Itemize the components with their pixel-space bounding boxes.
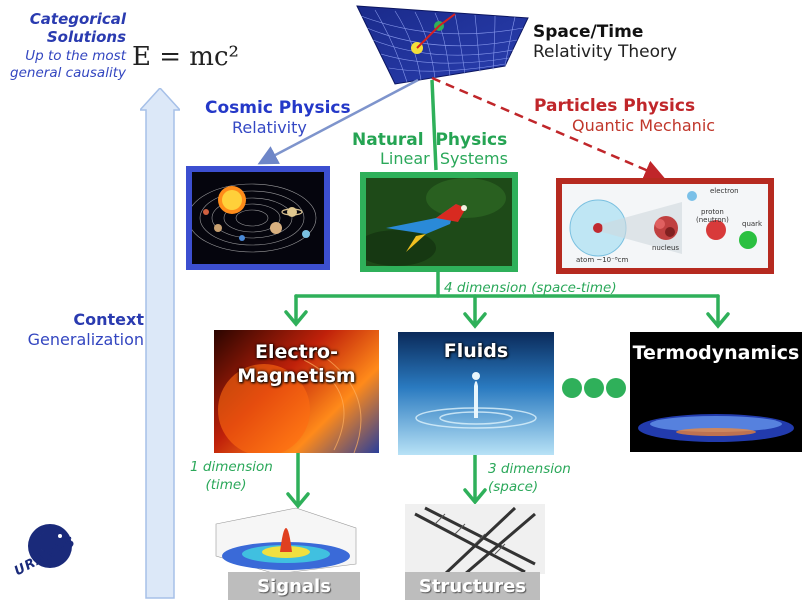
signals-label: Signals	[228, 572, 360, 600]
categorical-solutions-subtitle: Up to the most general causality	[10, 48, 126, 81]
cosmic-physics-title: Cosmic Physics	[205, 98, 351, 118]
atom-label: atom ~10⁻⁸cm	[576, 256, 629, 264]
proton-label: proton (neutron)	[696, 208, 729, 224]
space-time-subtitle: Relativity Theory	[533, 42, 678, 62]
signals-surface-plot	[215, 507, 357, 575]
solar-system-image	[186, 166, 330, 270]
four-dimension-label: 4 dimension (space-time)	[444, 280, 617, 296]
ellipsis-dots	[560, 376, 626, 404]
nucleus-label: nucleus	[652, 244, 680, 252]
context-title: Context	[73, 310, 144, 329]
arrow-cosmic	[257, 78, 419, 165]
one-dimension-label: 1 dimension (time)	[190, 459, 273, 493]
electromagnetism-label: Electro- Magnetism	[237, 341, 356, 387]
three-dimension-label: 3 dimension (space)	[488, 461, 571, 495]
quark-label: quark	[742, 220, 763, 228]
spacetime-grid-image	[356, 5, 529, 85]
structures-image	[405, 504, 545, 574]
termodynamics-label: Termodynamics	[632, 342, 800, 364]
context-arrow	[140, 88, 180, 599]
arrow-natural	[430, 79, 438, 171]
electron-label: electron	[710, 187, 739, 195]
structures-label: Structures	[405, 572, 540, 600]
formula: E = mc²	[132, 42, 239, 72]
electromagnetism-image: Electro- Magnetism	[214, 330, 379, 453]
particles-physics-title: Particles Physics	[534, 96, 696, 116]
particles-physics-subtitle: Quantic Mechanic	[572, 116, 716, 135]
cosmic-physics-subtitle: Relativity	[232, 118, 307, 137]
natural-physics-subtitle: Linear Systems	[380, 149, 508, 168]
parrot-image	[360, 172, 518, 272]
fluids-image: Fluids	[398, 332, 554, 455]
atom-structure-image: electron proton (neutron) quark nucleus …	[556, 178, 774, 274]
context-subtitle: Generalization	[27, 330, 144, 349]
flame-image: Termodynamics	[630, 332, 802, 452]
natural-physics-title: Natural Physics	[352, 130, 508, 150]
space-time-title: Space/Time	[533, 22, 644, 42]
fluids-label: Fluids	[443, 340, 509, 362]
categorical-solutions-title: Categorical Solutions	[29, 10, 126, 46]
arrow-particles	[431, 76, 665, 180]
uranus-logo	[28, 524, 72, 568]
